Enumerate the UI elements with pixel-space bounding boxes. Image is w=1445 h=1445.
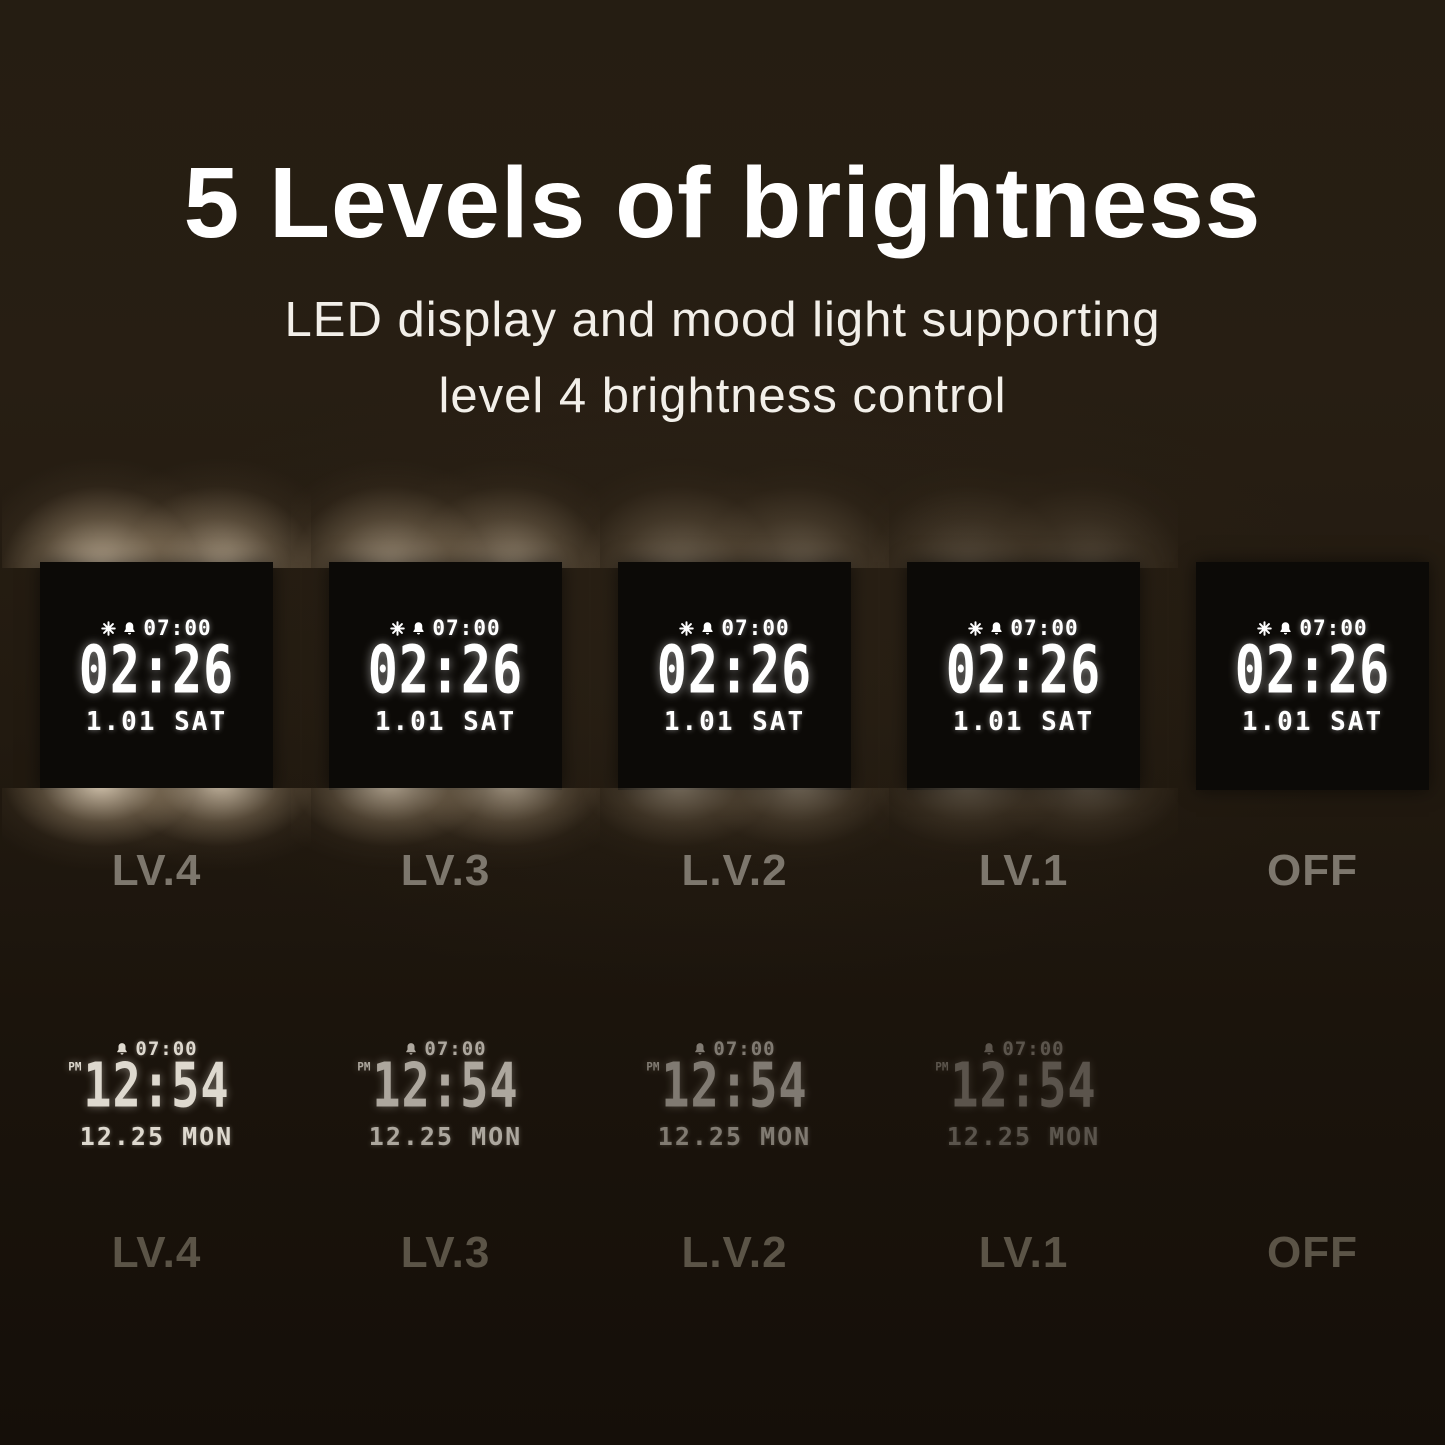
snowflake-icon xyxy=(968,620,984,636)
snowflake-icon xyxy=(390,620,406,636)
led-clock: 07:00 PM 12:54 12.25 MON xyxy=(301,1038,590,1151)
snowflake-icon xyxy=(101,620,117,636)
bell-icon xyxy=(122,621,137,636)
brightness-level-label: L.V.2 xyxy=(681,846,788,895)
brightness-level-label: LV.3 xyxy=(400,846,491,895)
brightness-level-label: L.V.2 xyxy=(681,1228,788,1277)
bell-icon xyxy=(693,1042,707,1056)
clock-date: 12.25 MON xyxy=(657,1121,812,1151)
mood-light-glow-above xyxy=(291,428,600,568)
clock-status-line: 07:00 xyxy=(1257,616,1367,640)
alarm-time: 07:00 xyxy=(713,1038,776,1060)
brightness-level-label: LV.4 xyxy=(111,1228,202,1277)
mood-level-column-lv2: 07:00 02:26 1.01 SAT L.V.2 xyxy=(580,428,889,898)
led-level-column-off: OFF xyxy=(1168,1030,1445,1300)
alarm-time: 07:00 xyxy=(721,616,790,640)
brightness-level-label: LV.3 xyxy=(400,1228,491,1277)
led-level-column-lv1: 07:00 PM 12:54 12.25 MON LV.1 xyxy=(879,1030,1168,1300)
clock-status-line: 07:00 xyxy=(115,1038,197,1060)
meridiem-indicator: PM xyxy=(646,1060,660,1074)
meridiem-indicator: PM xyxy=(935,1060,949,1074)
clock-date: 1.01 SAT xyxy=(663,707,806,737)
bell-icon xyxy=(404,1042,418,1056)
mood-level-column-lv1: 07:00 02:26 1.01 SAT LV.1 xyxy=(869,428,1178,898)
clock-time: 02:26 xyxy=(78,631,235,709)
clock-time: PM 12:54 xyxy=(646,1050,808,1123)
clock-time: 02:26 xyxy=(945,631,1102,709)
led-level-column-lv2: 07:00 PM 12:54 12.25 MON L.V.2 xyxy=(590,1030,879,1300)
alarm-time: 07:00 xyxy=(135,1038,198,1060)
bell-icon xyxy=(411,621,426,636)
led-level-column-lv4: 07:00 PM 12:54 12.25 MON LV.4 xyxy=(12,1030,301,1300)
clock-time: 02:26 xyxy=(367,631,524,709)
clock-display-panel: 07:00 02:26 1.01 SAT xyxy=(40,562,273,790)
clock-time: 02:26 xyxy=(656,631,813,709)
clock-status-line: 07:00 xyxy=(101,616,211,640)
clock-status-line: 07:00 xyxy=(982,1038,1064,1060)
clock-date: 1.01 SAT xyxy=(1241,707,1384,737)
brightness-level-label: LV.1 xyxy=(978,1228,1069,1277)
page-title: 5 Levels of brightness xyxy=(183,147,1262,259)
clock-date: 1.01 SAT xyxy=(374,707,517,737)
brightness-level-label: OFF xyxy=(1267,1228,1358,1277)
clock-date: 1.01 SAT xyxy=(85,707,228,737)
mood-level-column-lv3: 07:00 02:26 1.01 SAT LV.3 xyxy=(291,428,600,898)
clock-time: PM 12:54 xyxy=(357,1050,519,1123)
clock-status-line: 07:00 xyxy=(390,616,500,640)
alarm-time: 07:00 xyxy=(1002,1038,1065,1060)
subtitle-line-2: level 4 brightness control xyxy=(438,369,1007,423)
alarm-time: 07:00 xyxy=(1010,616,1079,640)
mood-level-column-off: 07:00 02:26 1.01 SAT OFF xyxy=(1168,428,1445,898)
brightness-level-label: LV.1 xyxy=(978,846,1069,895)
snowflake-icon xyxy=(1257,620,1273,636)
led-clock: 07:00 PM 12:54 12.25 MON xyxy=(590,1038,879,1151)
clock-date: 1.01 SAT xyxy=(952,707,1095,737)
meridiem-indicator: PM xyxy=(68,1060,82,1074)
clock-display-panel: 07:00 02:26 1.01 SAT xyxy=(329,562,562,790)
bell-icon xyxy=(115,1042,129,1056)
brightness-level-label: OFF xyxy=(1267,846,1358,895)
clock-display-panel: 07:00 02:26 1.01 SAT xyxy=(907,562,1140,790)
clock-display-panel: 07:00 02:26 1.01 SAT xyxy=(1196,562,1429,790)
bell-icon xyxy=(700,621,715,636)
clock-date: 12.25 MON xyxy=(79,1121,234,1151)
subtitle-line-1: LED display and mood light supporting xyxy=(284,293,1161,347)
alarm-time: 07:00 xyxy=(143,616,212,640)
bell-icon xyxy=(1278,621,1293,636)
led-clock: 07:00 PM 12:54 12.25 MON xyxy=(879,1038,1168,1151)
meridiem-indicator: PM xyxy=(357,1060,371,1074)
clock-time: PM 12:54 xyxy=(68,1050,230,1123)
clock-status-line: 07:00 xyxy=(693,1038,775,1060)
alarm-time: 07:00 xyxy=(424,1038,487,1060)
mood-light-glow-above xyxy=(2,428,311,568)
mood-light-glow-above xyxy=(580,428,889,568)
mood-level-column-lv4: 07:00 02:26 1.01 SAT LV.4 xyxy=(2,428,311,898)
clock-time: 02:26 xyxy=(1234,631,1391,709)
clock-time: PM 12:54 xyxy=(935,1050,1097,1123)
clock-date: 12.25 MON xyxy=(368,1121,523,1151)
led-clock: 07:00 PM 12:54 12.25 MON xyxy=(12,1038,301,1151)
clock-status-line: 07:00 xyxy=(679,616,789,640)
alarm-time: 07:00 xyxy=(1299,616,1368,640)
led-level-column-lv3: 07:00 PM 12:54 12.25 MON LV.3 xyxy=(301,1030,590,1300)
snowflake-icon xyxy=(679,620,695,636)
mood-light-glow-above xyxy=(869,428,1178,568)
clock-date: 12.25 MON xyxy=(946,1121,1101,1151)
bell-icon xyxy=(989,621,1004,636)
clock-display-panel: 07:00 02:26 1.01 SAT xyxy=(618,562,851,790)
bell-icon xyxy=(982,1042,996,1056)
clock-status-line: 07:00 xyxy=(404,1038,486,1060)
clock-status-line: 07:00 xyxy=(968,616,1078,640)
alarm-time: 07:00 xyxy=(432,616,501,640)
brightness-level-label: LV.4 xyxy=(111,846,202,895)
